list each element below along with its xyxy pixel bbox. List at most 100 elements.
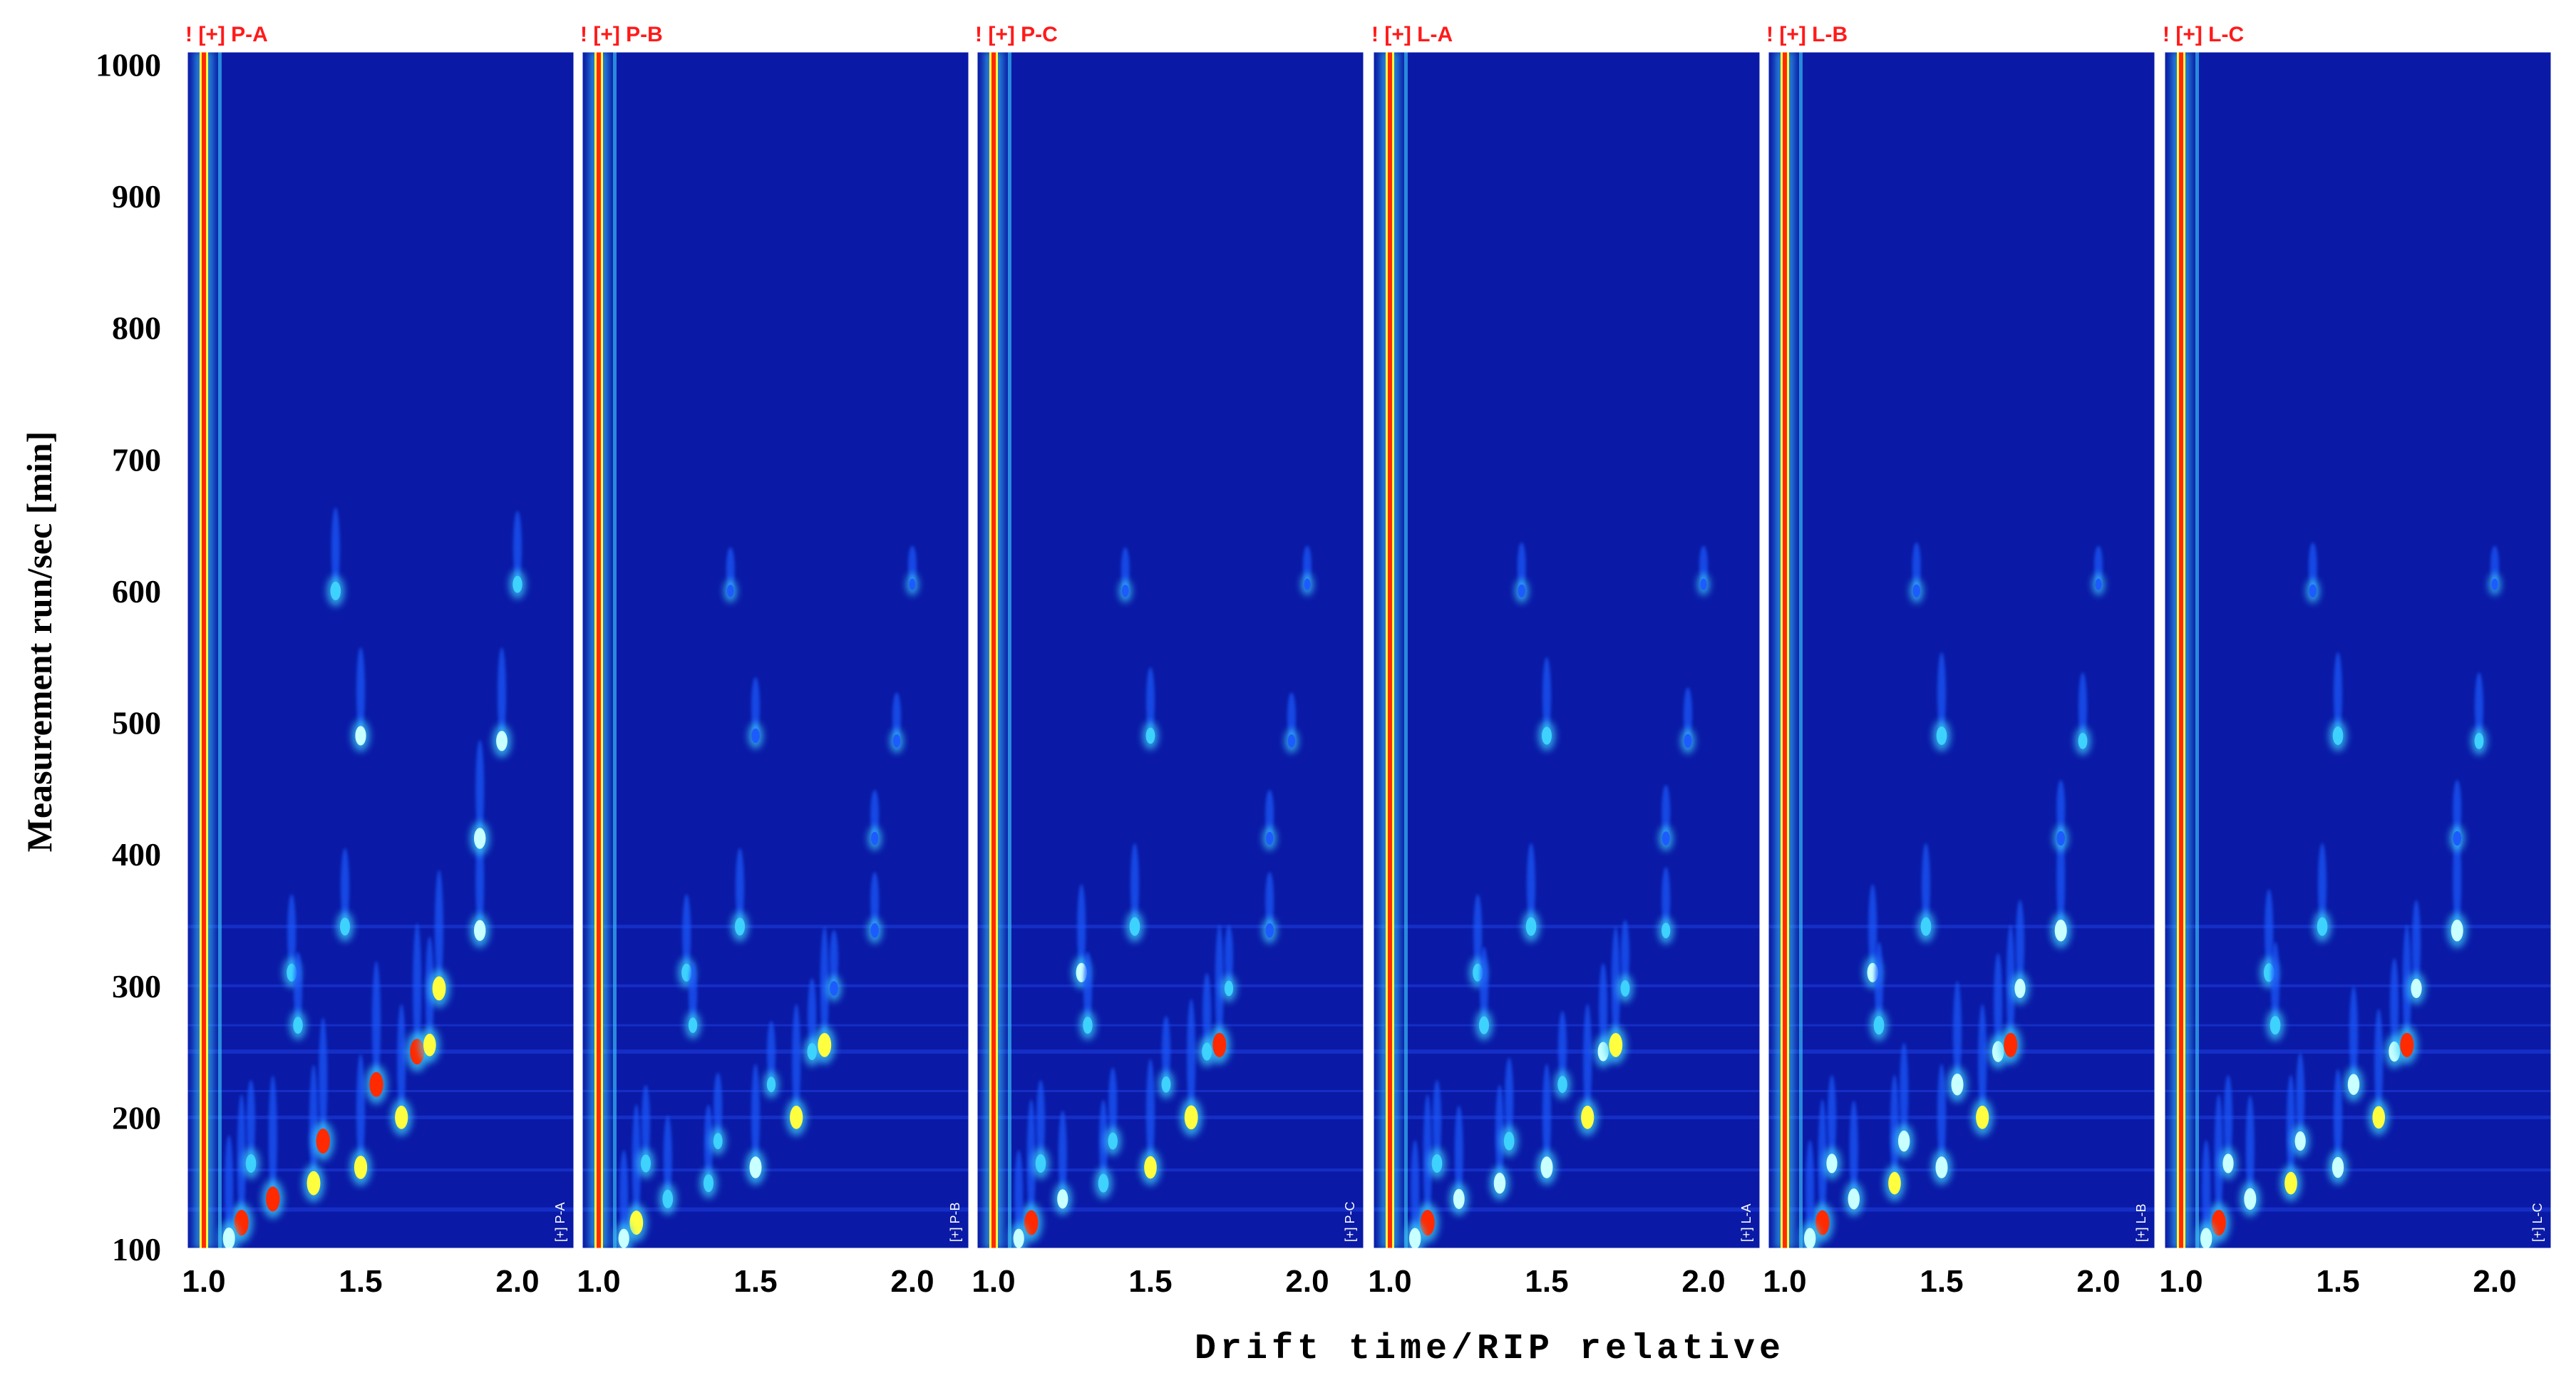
peak-tail	[1077, 884, 1086, 973]
peak-tail	[1661, 867, 1671, 931]
peak-spot	[749, 1156, 762, 1178]
peak-tail	[2453, 780, 2462, 838]
peak-tail	[268, 1075, 277, 1199]
peak-tail	[287, 894, 297, 973]
peak-spot	[1453, 1188, 1465, 1209]
peak-spot	[1684, 734, 1692, 749]
peak-tail	[356, 647, 365, 736]
panel-background	[187, 51, 575, 1249]
panel-background	[582, 51, 969, 1249]
peak-spot	[713, 1133, 723, 1150]
peak-spot	[1161, 1076, 1171, 1093]
peak-spot	[354, 1156, 368, 1179]
heatmap-panel: ! [+] L-C [+] L-C 1.0 1.5 2.0	[2159, 23, 2553, 1299]
peak-tail	[1542, 1064, 1551, 1168]
panel-tag: [+] L-A	[1739, 1203, 1753, 1242]
peak-tail	[237, 1094, 246, 1223]
peak-tail	[331, 507, 340, 591]
peak-spot	[1083, 1017, 1093, 1034]
peak-tail	[2402, 925, 2411, 1045]
peak-spot	[1540, 1156, 1553, 1178]
peak-tail	[2056, 827, 2066, 931]
rip-secondary-line	[1799, 51, 1803, 1249]
peak-spot	[293, 1017, 303, 1034]
peak-tail	[2265, 889, 2274, 973]
peak-spot	[1265, 922, 1274, 938]
peak-tail	[2453, 827, 2462, 931]
peak-spot	[2054, 919, 2067, 942]
peak-tail	[2214, 1094, 2223, 1223]
peak-tail	[663, 1115, 672, 1199]
peak-spot	[474, 828, 486, 849]
peak-tail	[1953, 981, 1962, 1085]
peak-tail	[1287, 692, 1296, 741]
peak-tail	[1527, 843, 1535, 927]
peak-tail	[1849, 1100, 1858, 1199]
x-tick-label: 1.5	[1920, 1264, 1963, 1299]
y-tick-label: 900	[112, 178, 161, 215]
panel-background	[977, 51, 1364, 1249]
heatmap-panel: ! [+] L-B [+] L-B 1.0 1.5 2.0	[1763, 23, 2157, 1299]
noise-band	[1768, 1049, 2155, 1054]
peak-tail	[2224, 1075, 2232, 1163]
noise-band	[1373, 925, 1761, 929]
peak-tail	[1912, 542, 1921, 591]
y-tick-label: 600	[112, 573, 161, 610]
peak-spot	[2284, 1171, 2297, 1195]
peak-tail	[1265, 790, 1274, 838]
peak-tail	[1480, 947, 1488, 1026]
peak-spot	[2491, 578, 2498, 590]
peak-spot	[1661, 922, 1671, 939]
peak-tail	[619, 1150, 629, 1239]
peak-spot	[870, 922, 879, 938]
peak-spot	[818, 1032, 832, 1057]
peak-tail	[1937, 652, 1946, 736]
peak-tail	[870, 872, 880, 931]
x-tick-label: 1.5	[2316, 1264, 2359, 1299]
x-tick-label: 1.5	[733, 1264, 777, 1299]
noise-band	[187, 984, 575, 987]
peak-spot	[2451, 919, 2463, 942]
peak-spot	[340, 917, 350, 936]
peak-tail	[372, 961, 381, 1085]
x-tick-label: 1.0	[2159, 1264, 2203, 1299]
y-tick-label: 700	[112, 441, 161, 478]
peak-spot	[1184, 1105, 1198, 1130]
x-tick-label: 2.0	[2076, 1264, 2120, 1299]
y-axis-label: Measurement run/sec [min]	[19, 431, 59, 853]
peak-spot	[1525, 917, 1537, 936]
peak-spot	[1431, 1153, 1443, 1173]
x-tick-label: 1.0	[1368, 1264, 1411, 1299]
peak-spot	[2056, 831, 2065, 846]
peak-tail	[2202, 1140, 2211, 1239]
peak-tail	[1868, 884, 1877, 973]
rip-secondary-line	[1404, 51, 1408, 1249]
peak-spot	[1700, 578, 1707, 590]
peak-tail	[751, 1064, 760, 1168]
peak-tail	[1473, 894, 1483, 973]
rip-secondary-line	[2195, 51, 2199, 1249]
noise-band	[977, 1115, 1364, 1119]
rip-secondary-line	[613, 51, 617, 1249]
x-tick-label: 2.0	[1681, 1264, 1725, 1299]
peak-tail	[870, 790, 880, 838]
panels-layer: ! [+] P-A [+] P-A 1.0 1.5 2.0 ! [+] P-B [+] P-…	[182, 23, 2553, 1299]
peak-spot	[1804, 1228, 1816, 1249]
peak-tail	[820, 926, 829, 1045]
panel-title: ! [+] L-B	[1766, 23, 1848, 46]
peak-spot	[1144, 1156, 1157, 1179]
peak-spot	[1266, 831, 1274, 845]
panel-background	[1373, 51, 1761, 1249]
peak-tail	[1937, 1064, 1946, 1168]
heatmap-panel: ! [+] L-A [+] L-A 1.0 1.5 2.0	[1368, 23, 1762, 1299]
peak-tail	[1026, 1099, 1036, 1223]
peak-spot	[2332, 726, 2344, 746]
peak-spot	[2270, 1016, 2281, 1035]
panel-border	[1371, 50, 1762, 1250]
peak-tail	[1130, 843, 1139, 927]
peak-tail	[1611, 926, 1620, 1045]
peak-spot	[681, 963, 692, 982]
peak-tail	[1922, 843, 1930, 927]
